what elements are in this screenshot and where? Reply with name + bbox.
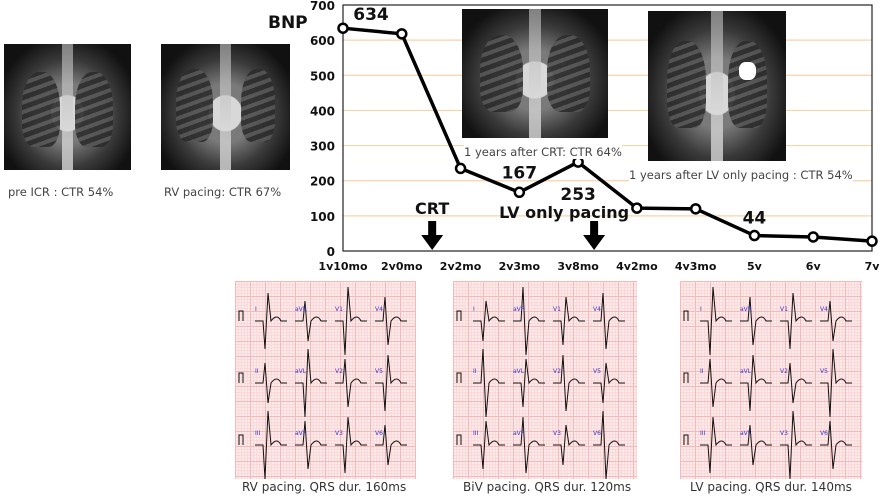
xray-rv-pacing [161, 44, 290, 170]
data-point [689, 203, 702, 215]
x-tick-label: 2y2mo [440, 260, 482, 270]
xray-after-crt [462, 9, 608, 138]
xray-caption: 1 years after CRT: CTR 64% [464, 145, 622, 159]
ecg-lead-label: aVL [513, 368, 525, 375]
ecg-lead-label: aVR [513, 306, 525, 313]
x-tick-label: 1y10mo [318, 260, 368, 270]
ecg-waveform [456, 286, 625, 479]
ecg-caption: LV pacing. QRS dur. 140ms [690, 480, 852, 494]
ecg-waveform [683, 286, 852, 479]
ecg-lead-label: III [473, 430, 479, 437]
annotation-lv-only-pacing: LV only pacing [499, 203, 629, 222]
data-point [807, 231, 819, 243]
x-tick-label: 6y [806, 260, 821, 270]
ecg-lead-label: I [700, 306, 702, 313]
y-tick-label: 100 [310, 210, 335, 224]
xray-after-lv-only [648, 11, 786, 161]
plot-frame [342, 4, 873, 252]
ecg-lead-label: aVF [740, 430, 752, 437]
ecg-lead-label: III [700, 430, 706, 437]
data-point [866, 235, 878, 247]
ecg-lead-label: II [255, 368, 259, 375]
ecg-lead-label: V3 [335, 430, 343, 437]
ecg-lead-label: V1 [553, 306, 561, 313]
ecg-lead-label: V5 [593, 368, 601, 375]
ecg-lead-label: V2 [780, 368, 788, 375]
ecg-lead-label: V2 [553, 368, 561, 375]
x-tick-label: 7y [865, 260, 880, 270]
y-tick-label: 300 [310, 140, 335, 154]
xray-pre-icr [4, 44, 131, 170]
data-label: 634 [353, 5, 389, 25]
ecg-lead-label: V4 [593, 306, 601, 313]
ecg-caption: BiV pacing. QRS dur. 120ms [463, 480, 632, 494]
data-point [337, 22, 349, 34]
xray-caption: 1 years after LV only pacing : CTR 54% [629, 168, 853, 182]
ecg-lead-label: V1 [335, 306, 343, 313]
y-tick-label: 700 [310, 0, 335, 13]
xray-caption: pre ICR : CTR 54% [8, 185, 114, 199]
ecg-lead-label: aVF [513, 430, 525, 437]
x-tick-label: 4y2mo [616, 260, 658, 270]
ecg-lead-label: V6 [820, 430, 828, 437]
data-point [748, 229, 761, 242]
ecg-lead-label: III [255, 430, 261, 437]
ecg-lead-label: V5 [820, 368, 828, 375]
down-arrow-icon [583, 221, 606, 250]
ecg-lead-label: V6 [375, 430, 383, 437]
ecg-lead-label: aVL [295, 368, 307, 375]
ecg-lead-label: V6 [593, 430, 601, 437]
ecg-caption: RV pacing. QRS dur. 160ms [242, 480, 407, 494]
xray-caption: RV pacing: CTR 67% [164, 185, 282, 199]
y-axis-label: BNP [268, 13, 308, 33]
ecg-lead-label: I [255, 306, 257, 313]
ecg-lead-label: I [473, 306, 475, 313]
y-tick-label: 0 [327, 245, 335, 259]
data-point [454, 162, 467, 175]
x-tick-label: 4y3mo [675, 260, 717, 270]
ecg-lead-label: II [700, 368, 704, 375]
ecg-lead-label: V3 [553, 430, 561, 437]
annotation-crt: CRT [415, 199, 449, 218]
ecg-lead-label: II [473, 368, 477, 375]
data-label: 167 [502, 163, 538, 183]
ecg-lead-label: V5 [375, 368, 383, 375]
ecg-lead-label: V4 [375, 306, 383, 313]
y-tick-label: 200 [310, 175, 335, 189]
ecg-lead-label: aVF [295, 430, 307, 437]
ecg-lead-label: V4 [820, 306, 828, 313]
ecg-lead-label: aVR [295, 306, 307, 313]
data-point [513, 186, 526, 199]
data-point [396, 28, 408, 40]
ecg-lead-label: aVR [740, 306, 752, 313]
ecg-lead-label: V2 [335, 368, 343, 375]
y-tick-label: 400 [310, 104, 335, 118]
x-tick-label: 2y3mo [499, 260, 541, 270]
x-tick-label: 2y0mo [381, 260, 423, 270]
data-label: 253 [560, 185, 596, 205]
down-arrow-icon [421, 221, 444, 250]
x-tick-label: 5y [747, 260, 762, 270]
ecg-lead-label: aVL [740, 368, 752, 375]
ecg-lead-label: V3 [780, 430, 788, 437]
ecg-waveform [238, 286, 407, 479]
y-tick-label: 600 [310, 34, 335, 48]
y-tick-label: 500 [310, 69, 335, 83]
ecg-lead-label: V1 [780, 306, 788, 313]
bnp-series-line [342, 26, 873, 243]
x-tick-label: 3y8mo [557, 260, 599, 270]
data-label: 44 [743, 209, 767, 229]
data-point [631, 202, 643, 214]
